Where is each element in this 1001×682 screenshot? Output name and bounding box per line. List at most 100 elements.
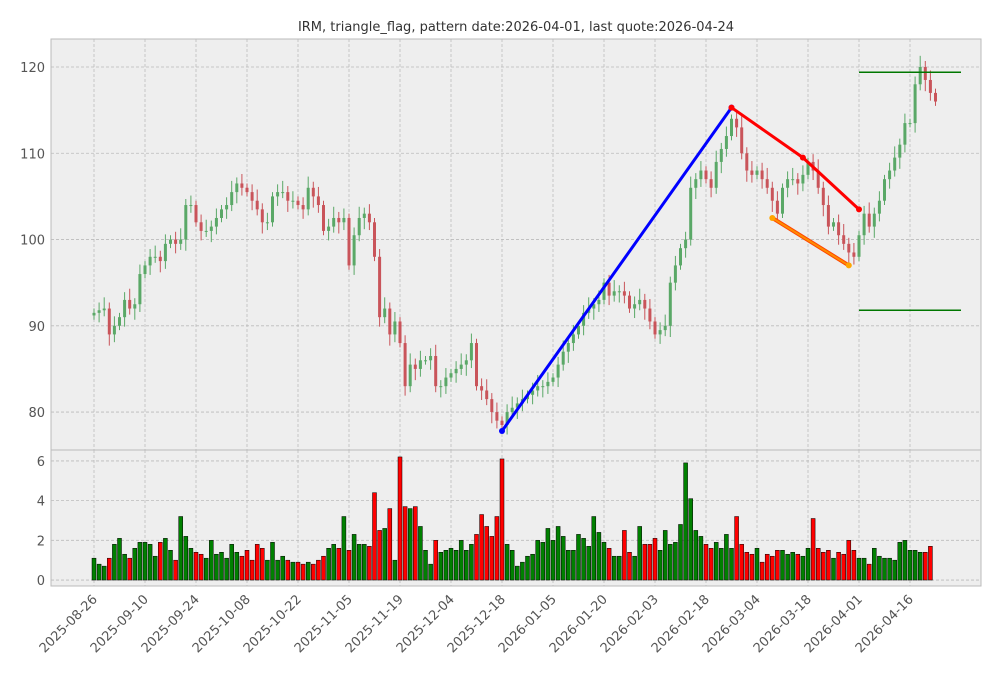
volume-bar xyxy=(841,553,846,581)
candle-body xyxy=(413,364,417,369)
candle-body xyxy=(332,217,336,227)
candle-body xyxy=(842,235,846,244)
candle-body xyxy=(684,239,688,249)
candle-body xyxy=(306,187,310,210)
volume-bar xyxy=(581,538,586,581)
volume-bar xyxy=(198,553,204,581)
candle-body xyxy=(388,308,392,335)
candle-body xyxy=(658,330,662,335)
volume-bar xyxy=(831,557,836,581)
volume-bar xyxy=(892,559,897,581)
volume-bar xyxy=(96,563,102,581)
candle-body xyxy=(796,179,800,184)
candle-body xyxy=(133,304,137,309)
volume-bar xyxy=(152,555,158,581)
candle-body xyxy=(791,179,795,181)
candle-body xyxy=(648,308,652,322)
volume-bar xyxy=(688,498,693,581)
candle-body xyxy=(495,412,499,421)
volume-bar xyxy=(122,553,127,581)
candle-body xyxy=(883,179,886,201)
candle-body xyxy=(265,222,269,224)
volume-bar xyxy=(188,548,194,581)
volume-bar xyxy=(295,561,301,581)
volume-bar xyxy=(560,536,566,581)
volume-tick-label: 4 xyxy=(37,495,45,510)
candle-body xyxy=(97,310,101,313)
candle-body xyxy=(240,183,244,188)
candle-body xyxy=(362,213,366,218)
candle-body xyxy=(862,213,866,236)
candle-body xyxy=(286,192,290,201)
volume-bar xyxy=(433,540,438,581)
volume-bar xyxy=(729,548,734,581)
candle-body xyxy=(770,187,774,201)
volume-bar xyxy=(173,559,178,581)
candle-body xyxy=(643,299,647,309)
candle-body xyxy=(816,170,820,188)
volume-bar xyxy=(703,544,709,581)
volume-bar xyxy=(724,534,729,581)
volume-bar xyxy=(132,548,138,581)
volume-bar xyxy=(464,550,469,581)
volume-bar xyxy=(851,550,857,581)
candle-body xyxy=(786,179,790,188)
candle-body xyxy=(913,84,917,124)
volume-bar xyxy=(647,544,653,581)
candle-body xyxy=(245,187,249,193)
candle-body xyxy=(551,377,555,382)
volume-bar xyxy=(275,559,280,581)
volume-bar xyxy=(846,540,852,581)
candle-body xyxy=(490,399,494,413)
volume-bar xyxy=(683,462,688,581)
candle-body xyxy=(561,351,565,365)
volume-bar xyxy=(362,544,367,581)
candle-body xyxy=(806,161,810,175)
candle-body xyxy=(928,79,932,93)
candle-body xyxy=(607,282,611,296)
volume-bar xyxy=(525,555,530,581)
volume-bar xyxy=(917,551,923,581)
candle-body xyxy=(352,235,356,266)
volume-bar xyxy=(734,516,739,581)
volume-bar xyxy=(928,546,933,581)
candle-body xyxy=(153,256,157,258)
candle-body xyxy=(755,170,759,175)
candle-body xyxy=(398,321,402,344)
candle-body xyxy=(322,205,325,231)
candle-body xyxy=(112,325,116,335)
candle-body xyxy=(418,360,422,369)
candle-body xyxy=(373,222,376,257)
candle-body xyxy=(204,230,208,232)
volume-bar xyxy=(821,551,826,581)
volume-bar xyxy=(566,550,571,581)
candle-body xyxy=(826,205,830,227)
volume-bar xyxy=(341,516,347,581)
volume-bar xyxy=(571,550,576,581)
pattern-point xyxy=(799,154,806,161)
volume-bar xyxy=(637,526,642,581)
volume-bar xyxy=(652,538,658,581)
volume-bar xyxy=(810,518,816,581)
candle-body xyxy=(250,192,254,201)
y-tick-label: 90 xyxy=(28,320,45,335)
volume-bar xyxy=(555,526,561,581)
candle-body xyxy=(408,364,412,387)
candle-body xyxy=(668,282,672,326)
volume-bar xyxy=(754,548,760,581)
candle-body xyxy=(327,226,331,231)
volume-bar xyxy=(515,565,520,581)
volume-bar xyxy=(642,544,648,581)
candle-body xyxy=(531,390,535,395)
volume-bar xyxy=(137,542,143,581)
y-tick-label: 110 xyxy=(20,147,45,162)
pattern-line-lower xyxy=(771,217,850,267)
volume-bar xyxy=(872,548,877,581)
pattern-point xyxy=(769,214,776,221)
candle-body xyxy=(653,321,657,335)
candle-body xyxy=(92,312,96,316)
volume-bar xyxy=(158,542,163,581)
candle-body xyxy=(781,187,784,214)
volume-bar xyxy=(351,534,357,581)
